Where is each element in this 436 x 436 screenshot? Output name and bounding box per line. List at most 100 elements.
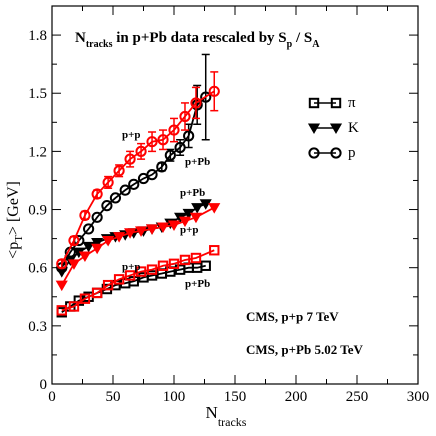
series-pi-pp xyxy=(56,245,220,316)
legend-markers xyxy=(307,97,343,159)
data-point xyxy=(78,251,92,263)
data-point xyxy=(183,130,195,142)
annotation-cms-pp: CMS, p+p 7 TeV xyxy=(246,309,339,324)
annotation-pp-proton: p+p xyxy=(122,129,141,141)
data-point xyxy=(102,236,115,247)
legend: π K p xyxy=(307,95,359,161)
data-point xyxy=(124,270,136,281)
data-point xyxy=(209,245,220,256)
plot-frame xyxy=(51,5,419,385)
data-point xyxy=(113,232,126,243)
data-point xyxy=(55,280,68,292)
x-tick-label: 150 xyxy=(224,389,247,405)
data-point xyxy=(91,237,104,249)
data-point xyxy=(102,279,114,291)
data-point xyxy=(179,254,191,266)
annotation-ppb-proton: p+Pb xyxy=(185,156,210,168)
legend-label-proton: p xyxy=(348,145,356,161)
data-point xyxy=(146,136,158,148)
x-tick-label: 250 xyxy=(346,389,369,405)
data-point xyxy=(157,134,169,146)
data-point xyxy=(102,176,114,188)
legend-label-pion: π xyxy=(348,95,356,111)
annotation-cms-ppb: CMS, p+Pb 5.02 TeV xyxy=(246,342,363,357)
data-point xyxy=(146,169,158,181)
x-axis-label: Ntracks xyxy=(206,403,247,429)
legend-marker xyxy=(308,97,320,109)
x-tick-label: 200 xyxy=(285,389,308,405)
data-point xyxy=(200,260,211,271)
y-tick-label: 0.6 xyxy=(28,261,47,277)
data-point xyxy=(135,145,147,157)
data-point xyxy=(124,153,136,165)
data-point xyxy=(56,258,68,270)
y-tick-label: 0.9 xyxy=(28,203,47,219)
y-tick-label: 1.5 xyxy=(28,86,47,102)
data-point xyxy=(83,223,95,235)
data-point xyxy=(91,211,103,223)
data-point xyxy=(146,264,158,275)
data-point xyxy=(164,149,176,161)
y-tick-label: 1.2 xyxy=(28,144,47,160)
y-tick-label: 0.3 xyxy=(28,319,47,335)
series-p-pp xyxy=(56,71,220,270)
data-point xyxy=(208,85,220,97)
data-point xyxy=(191,203,204,214)
x-tick-label: 100 xyxy=(163,389,186,405)
chart-title: Ntracks in p+Pb data rescaled by Sp / SA xyxy=(75,30,320,50)
x-tick-label: 300 xyxy=(407,389,430,405)
data-point xyxy=(168,258,180,270)
data-point xyxy=(179,110,191,123)
data-point xyxy=(135,266,147,277)
data-point xyxy=(82,241,95,253)
annotation-pp-pion: p+p xyxy=(122,261,141,273)
data-point xyxy=(156,161,168,173)
y-tick-label: 0 xyxy=(40,377,48,393)
data-point xyxy=(156,222,170,233)
annotation-ppb-kaon: p+Pb xyxy=(180,187,205,199)
series-p-pPb xyxy=(56,53,212,274)
data-point xyxy=(79,293,91,304)
legend-marker xyxy=(329,123,343,134)
data-point xyxy=(208,203,221,214)
legend-marker xyxy=(308,147,320,159)
data-point xyxy=(128,178,140,190)
data-point xyxy=(190,252,202,264)
x-tick-label: 0 xyxy=(48,389,56,405)
data-point xyxy=(200,91,212,103)
data-point xyxy=(113,274,125,285)
annotation-pp-kaon: p+p xyxy=(180,224,199,236)
data-point xyxy=(113,165,125,177)
series-line xyxy=(61,249,215,312)
data-point xyxy=(67,259,81,270)
data-point xyxy=(91,243,104,255)
data-point xyxy=(199,199,212,210)
data-point xyxy=(157,260,169,271)
data-point xyxy=(119,184,131,196)
data-point xyxy=(178,216,192,228)
data-point xyxy=(189,212,203,224)
data-point xyxy=(91,188,103,200)
data-point xyxy=(146,270,158,281)
y-axis-label: <pT> [GeV] xyxy=(5,181,25,259)
data-point xyxy=(91,287,103,299)
data-point xyxy=(174,141,186,154)
data-point xyxy=(167,220,181,232)
data-point xyxy=(134,226,148,237)
data-point xyxy=(190,97,202,109)
legend-label-kaon: K xyxy=(348,120,359,136)
legend-marker xyxy=(330,97,342,109)
y-tick-label: 1.8 xyxy=(28,28,47,44)
data-point xyxy=(68,234,80,247)
data-point xyxy=(145,224,159,235)
axis-ticks: 0 50 100 150 200 250 300 0 0.3 0.6 0.9 1.2 1.5 1.8 xyxy=(28,6,429,405)
data-point xyxy=(79,209,91,221)
legend-marker xyxy=(330,147,342,159)
data-point xyxy=(124,228,137,239)
annotations: p+p p+Pb p+Pb p+p p+p p+Pb xyxy=(122,129,210,290)
data-point xyxy=(168,124,180,136)
annotation-ppb-pion: p+Pb xyxy=(185,278,210,290)
data-point xyxy=(56,305,67,316)
series-layer xyxy=(55,53,221,318)
